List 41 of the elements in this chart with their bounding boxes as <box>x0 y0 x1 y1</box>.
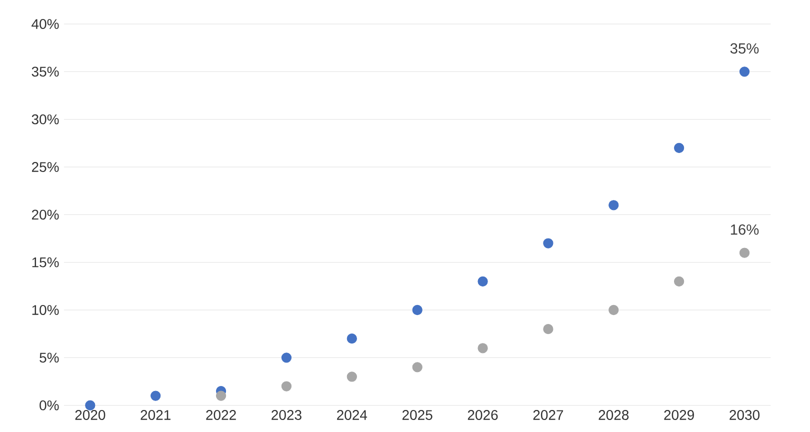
point <box>150 390 161 401</box>
point <box>281 381 292 392</box>
y-tick-label: 30% <box>32 114 59 124</box>
x-tick-label: 2023 <box>272 410 302 420</box>
y-tick-label: 35% <box>32 66 59 77</box>
point <box>543 324 554 334</box>
y-tick-label: 40% <box>32 19 59 29</box>
point <box>543 238 554 248</box>
x-tick-label: 2027 <box>533 410 564 420</box>
point <box>216 390 226 401</box>
annotation: 16% <box>730 224 759 235</box>
x-tick-label: 2030 <box>730 410 760 420</box>
y-tick-label: 25% <box>32 162 59 172</box>
point <box>608 200 619 210</box>
x-tick-label: 2024 <box>337 410 368 420</box>
y-tick-label: 20% <box>32 210 59 220</box>
point <box>608 304 619 316</box>
y-tick-label: 15% <box>32 257 59 268</box>
x-tick-label: 2025 <box>402 410 432 420</box>
point <box>412 304 422 316</box>
point <box>674 142 684 153</box>
y-tick-label: 5% <box>40 352 59 363</box>
point <box>739 66 750 77</box>
point <box>674 276 684 286</box>
point <box>478 276 488 286</box>
x-tick-label: 2029 <box>664 410 694 420</box>
x-tick-label: 2021 <box>140 410 170 420</box>
point <box>739 248 750 258</box>
x-tick-label: 2028 <box>598 410 629 420</box>
point <box>346 372 357 382</box>
annotation: 35% <box>730 43 759 54</box>
y-tick-label: 0% <box>40 400 59 410</box>
y-tick-label: 10% <box>32 305 59 315</box>
point <box>85 400 96 410</box>
point <box>346 334 357 344</box>
point <box>478 343 488 354</box>
point <box>281 352 292 363</box>
point <box>412 362 422 372</box>
x-tick-label: 2020 <box>75 410 106 420</box>
x-tick-label: 2022 <box>206 410 236 420</box>
x-tick-label: 2026 <box>468 410 498 420</box>
